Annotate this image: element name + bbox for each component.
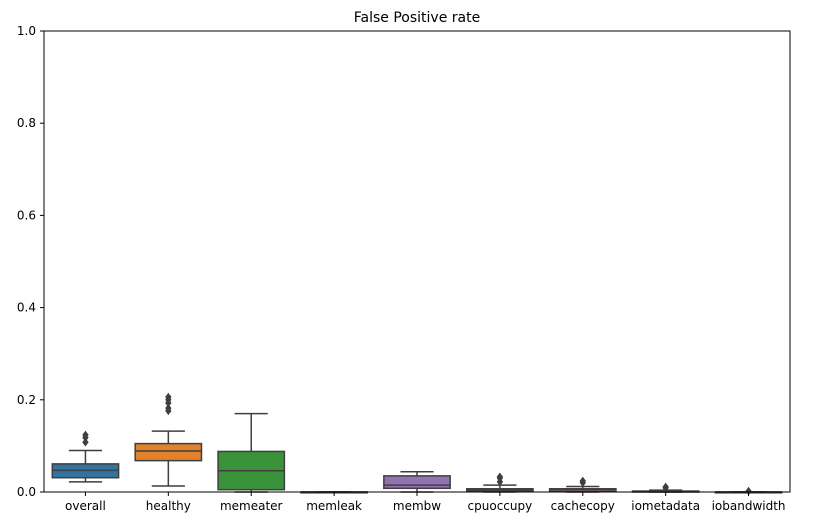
outlier-point [82, 437, 89, 447]
chart-title: False Positive rate [354, 10, 480, 26]
y-tick-label: 0.6 [17, 208, 36, 222]
box-group-memeater [217, 412, 286, 493]
outlier-point [662, 482, 669, 492]
outlier-point [165, 392, 172, 402]
x-tick-label: iometadata [631, 499, 700, 513]
y-tick-label: 0.0 [17, 485, 36, 499]
x-tick-label: overall [65, 499, 106, 513]
box-group-healthy [134, 392, 203, 487]
box [134, 442, 203, 462]
box-group-membw [383, 470, 451, 493]
plot-frame [43, 30, 791, 493]
x-tick-label: cpuoccupy [468, 499, 533, 513]
outlier-point [496, 472, 504, 482]
x-tick-label: memeater [220, 499, 283, 513]
x-tick-label: membw [393, 499, 441, 513]
box-group-iometadata [631, 482, 700, 493]
y-tick-label: 0.8 [17, 116, 36, 130]
box [383, 475, 451, 490]
x-tick-label: cachecopy [551, 499, 615, 513]
box-group-overall [51, 430, 120, 483]
plot-area [51, 392, 783, 496]
x-tick-label: healthy [146, 499, 191, 513]
outlier-point [579, 476, 586, 486]
box-group-cpuoccupy [465, 472, 534, 493]
y-tick-label: 0.4 [17, 301, 36, 315]
box-group-cachecopy [548, 476, 617, 493]
y-tick-label: 1.0 [17, 24, 36, 38]
y-tick-label: 0.2 [17, 393, 36, 407]
x-tick-label: memleak [306, 499, 362, 513]
outlier-point [165, 403, 172, 413]
outlier-point [82, 430, 89, 440]
axes: overall healthy memeater memleak membw cpuocc… [17, 24, 791, 513]
x-tick-label: iobandwidth [712, 499, 786, 513]
